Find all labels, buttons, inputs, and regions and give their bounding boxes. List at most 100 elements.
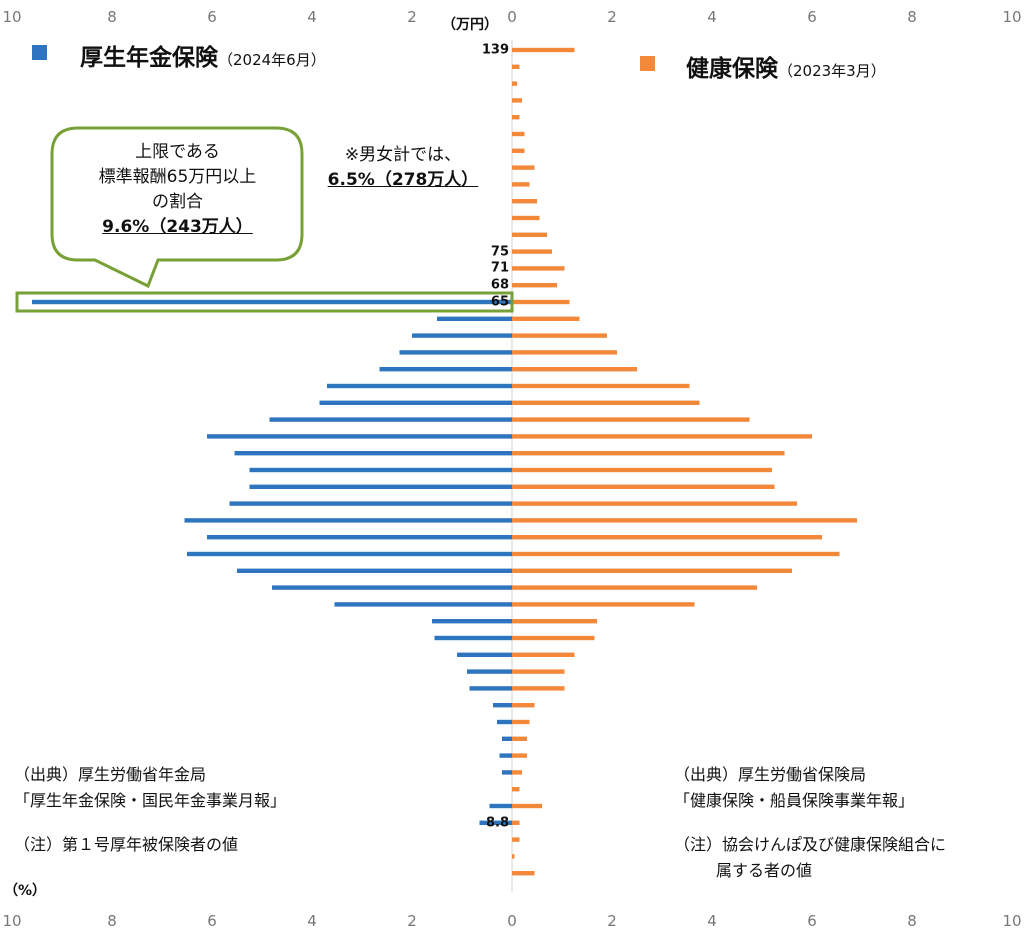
legend-health-title: 健康保険 <box>686 56 778 82</box>
health-bar-10 <box>512 215 540 221</box>
pension-bar-35 <box>434 635 512 641</box>
health-bar-45 <box>512 803 542 809</box>
right-source: （出典）厚生労働省保険局 「健康保険・船員保険事業年報」 （注）協会けんぽ及び健… <box>674 762 946 884</box>
top-tick-1: 8 <box>107 8 117 26</box>
pension-bar-43 <box>502 770 512 775</box>
health-bar-48 <box>512 854 515 859</box>
top-tick-4: 2 <box>407 8 417 26</box>
health-bar-19 <box>512 367 637 372</box>
health-bar-34 <box>512 619 597 624</box>
percent-label: （%） <box>4 883 47 899</box>
pension-bar-45 <box>489 803 512 809</box>
health-bar-43 <box>512 770 522 775</box>
bottom-tick-2: 6 <box>207 912 217 930</box>
bottom-tick-5: 0 <box>507 912 517 930</box>
health-bar-46 <box>512 820 520 825</box>
pension-bar-38 <box>469 686 512 691</box>
pension-bar-34 <box>432 619 512 624</box>
health-bar-37 <box>512 669 565 674</box>
pension-bar-15 <box>32 299 512 305</box>
callout-line2: 標準報酬65万円以上 <box>98 167 257 187</box>
level-label-75: 75 <box>490 244 509 260</box>
callout-bubble <box>50 126 304 289</box>
pension-bar-37 <box>467 669 512 674</box>
legend-health-date: （2023年3月） <box>778 62 886 80</box>
top-tick-5: 0 <box>507 8 517 26</box>
level-label-71: 71 <box>490 260 509 276</box>
top-tick-3: 4 <box>307 8 317 26</box>
health-bar-15 <box>512 299 570 305</box>
health-bar-3 <box>512 98 522 103</box>
bottom-tick-4: 2 <box>407 912 417 930</box>
health-bar-24 <box>512 451 785 456</box>
level-label-8.8: 8.8 <box>485 815 509 831</box>
bottom-tick-6: 2 <box>607 912 617 930</box>
legend-pension-title: 厚生年金保険 <box>80 45 218 71</box>
total-note-line1: ※男女計では、 <box>344 145 462 165</box>
top-tick-10: 10 <box>1002 8 1022 26</box>
health-bar-1 <box>512 64 520 69</box>
top-tick-0: 10 <box>2 8 22 26</box>
callout-value: 9.6%（243万人） <box>102 217 253 237</box>
pension-bar-31 <box>237 568 512 573</box>
pension-bar-33 <box>334 602 512 607</box>
health-bar-20 <box>512 383 690 389</box>
bottom-tick-10: 10 <box>1002 912 1022 930</box>
highlight-box <box>15 291 514 313</box>
health-bar-41 <box>512 736 527 741</box>
health-bar-29 <box>512 535 822 540</box>
health-bar-16 <box>512 316 580 321</box>
health-bar-22 <box>512 417 750 422</box>
level-label-68: 68 <box>490 277 509 293</box>
health-bar-2 <box>512 81 517 86</box>
health-bar-8 <box>512 182 530 187</box>
health-bar-9 <box>512 199 537 204</box>
left-source-line3: （注）第１号厚年被保険者の値 <box>14 835 239 854</box>
bottom-tick-0: 10 <box>2 912 22 930</box>
top-tick-7: 4 <box>707 8 717 26</box>
health-bar-23 <box>512 434 812 439</box>
health-bar-28 <box>512 518 857 523</box>
top-tick-6: 2 <box>607 8 617 26</box>
top-tick-9: 8 <box>907 8 917 26</box>
health-bar-13 <box>512 266 565 271</box>
left-source-line2: 「厚生年金保険・国民年金事業月報」 <box>14 791 287 810</box>
pension-bar-29 <box>207 535 512 540</box>
level-label-139: 139 <box>481 42 509 58</box>
unit-label: （万円） <box>442 17 498 33</box>
health-bar-26 <box>512 484 775 489</box>
pension-bar-41 <box>502 736 512 741</box>
legend-swatch-health <box>640 56 655 71</box>
health-bar-35 <box>512 635 595 641</box>
pension-bar-46 <box>479 820 512 825</box>
pension-bar-19 <box>379 367 512 372</box>
level-label-65: 65 <box>490 294 509 310</box>
bottom-tick-7: 4 <box>707 912 717 930</box>
callout-text: 上限である 標準報酬65万円以上 の割合 9.6%（243万人） <box>55 140 300 240</box>
bottom-tick-3: 4 <box>307 912 317 930</box>
legend-health: 健康保険（2023年3月） <box>686 49 886 83</box>
health-bar-49 <box>512 871 535 876</box>
health-bar-6 <box>512 148 525 153</box>
pension-bar-22 <box>269 417 512 422</box>
health-bar-4 <box>512 115 520 120</box>
pension-bar-17 <box>412 333 512 338</box>
pension-bar-30 <box>187 551 512 557</box>
health-bar-0 <box>512 47 575 53</box>
callout-line3: の割合 <box>152 192 203 212</box>
health-bar-32 <box>512 585 757 590</box>
pension-bar-24 <box>234 451 512 456</box>
health-bar-5 <box>512 131 525 137</box>
health-bar-7 <box>512 165 535 170</box>
health-bar-36 <box>512 652 575 657</box>
top-tick-2: 6 <box>207 8 217 26</box>
pension-bar-32 <box>272 585 512 590</box>
health-bar-12 <box>512 249 552 254</box>
pension-bar-16 <box>437 316 512 321</box>
health-bar-47 <box>512 837 520 842</box>
pension-bar-25 <box>249 467 512 473</box>
pension-bar-26 <box>249 484 512 489</box>
legend-pension-date: （2024年6月） <box>218 51 326 69</box>
total-note-value: 6.5%（278万人） <box>327 170 479 190</box>
health-bar-11 <box>512 232 547 237</box>
